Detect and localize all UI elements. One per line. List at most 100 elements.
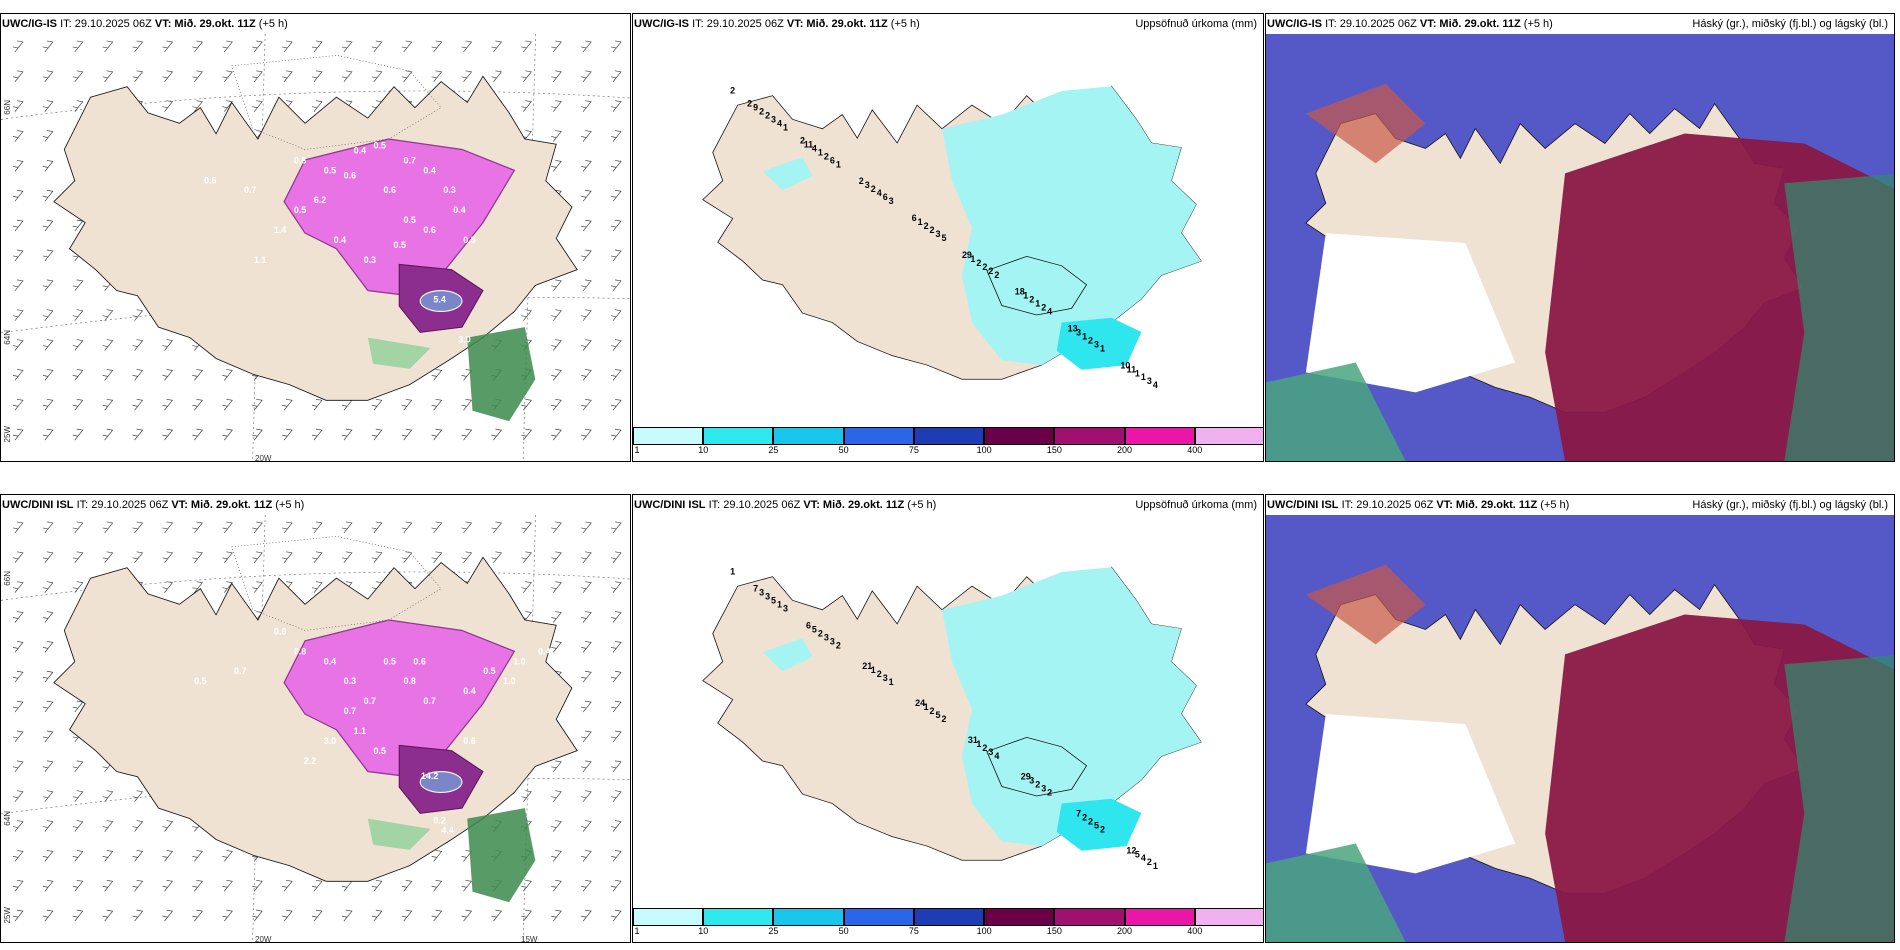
value-label: 3	[765, 592, 770, 602]
wind-barb	[12, 219, 24, 232]
value-label: 3.7	[443, 893, 455, 903]
value-label: 2	[765, 111, 770, 121]
wind-barb	[581, 879, 592, 892]
wind-barb	[12, 879, 24, 892]
wind-barb	[222, 909, 233, 922]
wind-barb	[311, 581, 323, 593]
wind-barb	[461, 428, 473, 441]
colorbar-tick: 400	[1187, 445, 1203, 455]
value-label: 3	[1076, 327, 1081, 337]
wind-barb	[610, 219, 622, 232]
wind-barb	[12, 730, 24, 743]
wind-barb	[12, 130, 24, 142]
wind-barb	[551, 611, 562, 623]
wind-barb	[491, 521, 503, 534]
colorbar-tick: 150	[1046, 445, 1062, 455]
value-label: 0.3	[344, 676, 356, 686]
value-label: 1	[1100, 343, 1105, 353]
value-label: 1	[1141, 372, 1146, 382]
iceland-group	[702, 85, 1202, 380]
wind-barb	[192, 70, 204, 82]
value-label: 0.6	[413, 656, 425, 666]
wind-barb	[581, 249, 592, 262]
value-label: 10	[1120, 360, 1130, 370]
value-label: 29	[1021, 772, 1031, 782]
value-label: 5	[771, 596, 776, 606]
colorbar-swatch	[1054, 908, 1125, 926]
value-label: 1	[871, 665, 876, 675]
wind-barb	[12, 428, 24, 441]
wind-barb	[222, 879, 233, 892]
wind-barb	[132, 820, 144, 832]
wind-barb	[521, 581, 532, 593]
panel-header: UWC/IG-IS IT: 29.10.2025 06Z VT: Mið. 29…	[2, 18, 288, 30]
wind-barb	[431, 40, 443, 53]
value-label: 0.7	[413, 419, 425, 429]
wind-barb	[581, 551, 592, 563]
wind-barb	[551, 760, 562, 773]
wind-barb	[581, 219, 592, 232]
graticule	[1, 34, 630, 461]
wind-barb	[401, 428, 413, 441]
value-label: 3.0	[324, 736, 336, 746]
wind-barb	[551, 130, 562, 142]
value-label: 1	[1153, 861, 1158, 871]
value-label: 21	[862, 661, 872, 671]
wind-barb	[341, 879, 353, 892]
colorbar-tick: 150	[1046, 926, 1062, 936]
value-label: 3	[830, 636, 835, 646]
value-label: 2	[1147, 857, 1152, 867]
wind-barb	[42, 160, 54, 172]
wind-barb	[72, 70, 84, 82]
wind-barb	[311, 40, 323, 53]
wind-barb	[610, 160, 622, 172]
wind-barb	[371, 521, 383, 534]
value-label: 1	[1135, 368, 1140, 378]
value-label: 11	[1127, 364, 1136, 374]
value-label: 2	[924, 221, 929, 231]
value-label: 0.4	[538, 646, 550, 656]
value-label: 0.7	[344, 706, 356, 716]
value-label: 0.6	[384, 185, 396, 195]
wind-barb	[610, 521, 622, 534]
wind-barb	[132, 369, 144, 381]
wind-barb	[132, 521, 144, 534]
wind-barb	[12, 850, 24, 862]
value-label: 6	[883, 192, 888, 202]
wind-barb	[72, 879, 84, 892]
value-label: 2	[1088, 335, 1093, 345]
wind-barb	[132, 790, 144, 802]
wind-barb	[252, 551, 263, 563]
value-label: 0.3	[364, 255, 376, 265]
mid-cloud-patch	[1305, 564, 1426, 645]
value-label: 4	[994, 751, 999, 761]
wind-barb	[431, 428, 443, 441]
lon-label: 20W	[255, 935, 272, 943]
colorbar-tick: 200	[1117, 926, 1133, 936]
wind-barb	[491, 40, 503, 53]
colorbar-tick: 100	[976, 445, 992, 455]
low-cloud-layer	[1266, 362, 1406, 461]
value-label: 2	[1088, 816, 1093, 826]
colorbar-tick: 200	[1117, 445, 1133, 455]
value-label: 5.4	[433, 295, 445, 305]
wind-barb	[252, 909, 263, 922]
wind-barb	[581, 820, 592, 832]
colorbar-tick: 25	[768, 926, 779, 936]
value-label: 3	[988, 747, 993, 757]
wind-barb	[610, 700, 622, 713]
wind-barb	[72, 521, 84, 534]
wind-barb	[581, 521, 592, 534]
wind-barb	[132, 879, 144, 892]
value-label: 1	[730, 567, 735, 577]
colorbar-swatch	[1194, 427, 1263, 445]
iceland-group	[702, 566, 1202, 861]
value-label: 2	[730, 86, 735, 96]
clear-sky-region	[1305, 714, 1516, 874]
wind-barb	[102, 339, 114, 351]
value-label: 18	[1015, 287, 1025, 297]
panel-top-middle: UWC/IG-IS IT: 29.10.2025 06Z VT: Mið. 29…	[632, 13, 1264, 462]
wind-barb	[341, 70, 353, 82]
value-label: 3	[759, 588, 764, 598]
moderate-precip-region	[1056, 798, 1142, 851]
